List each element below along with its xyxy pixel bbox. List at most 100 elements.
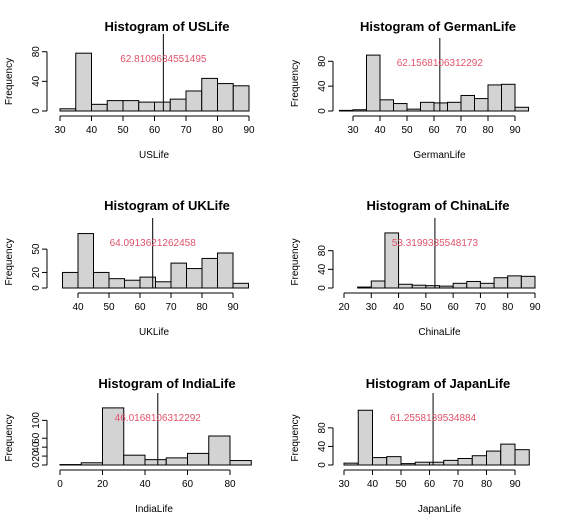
histogram-bar bbox=[80, 462, 103, 466]
mean-value-label: 62.1568106312292 bbox=[397, 58, 484, 69]
histogram-bar bbox=[155, 281, 172, 289]
histogram-bar bbox=[429, 461, 445, 466]
x-tick-label: 80 bbox=[196, 302, 208, 313]
histogram-bar bbox=[452, 282, 468, 289]
histogram-bar bbox=[217, 252, 234, 289]
histogram-bar bbox=[507, 275, 522, 289]
mean-value-label: 64.0913621262458 bbox=[110, 238, 197, 249]
histogram-bar bbox=[165, 457, 188, 466]
histogram-bar bbox=[471, 455, 487, 466]
x-tick-label: 70 bbox=[165, 302, 177, 313]
x-tick-label: 40 bbox=[367, 479, 379, 490]
histogram-bar bbox=[102, 407, 125, 466]
mean-value-label: 61.2558139534884 bbox=[390, 413, 477, 424]
histogram-bar bbox=[384, 232, 400, 289]
histogram-bar bbox=[500, 443, 516, 466]
histogram-bar bbox=[187, 452, 210, 466]
y-axis-label: Frequency bbox=[4, 238, 15, 285]
histogram-bar bbox=[232, 85, 250, 112]
mean-value-label: 46.0168106312292 bbox=[115, 413, 202, 424]
histogram-bar bbox=[487, 84, 502, 112]
y-tick-label: 80 bbox=[31, 46, 42, 58]
histogram-bar bbox=[93, 271, 110, 289]
y-axis-label: Frequency bbox=[4, 58, 15, 105]
y-axis-label: Frequency bbox=[290, 238, 301, 285]
y-axis-label: Frequency bbox=[4, 414, 15, 461]
histogram-bar bbox=[514, 449, 530, 466]
histogram-bar bbox=[185, 90, 203, 112]
x-axis-label: USLife bbox=[139, 150, 169, 161]
histogram-bar bbox=[370, 280, 386, 289]
histogram-bar bbox=[514, 106, 529, 112]
histogram-bar bbox=[443, 459, 459, 466]
x-axis-label: IndiaLife bbox=[135, 504, 173, 515]
y-tick-label: 0 bbox=[31, 462, 42, 468]
y-tick-label: 0 bbox=[317, 285, 328, 291]
x-axis-label: JapanLife bbox=[418, 504, 462, 515]
x-tick-label: 90 bbox=[509, 479, 521, 490]
histogram-bar bbox=[372, 457, 388, 466]
x-tick-label: 30 bbox=[347, 125, 359, 136]
x-tick-label: 60 bbox=[134, 302, 146, 313]
y-tick-label: 80 bbox=[317, 245, 328, 257]
histogram-bar bbox=[91, 103, 108, 112]
y-tick-label: 80 bbox=[317, 55, 328, 67]
y-tick-label: 50 bbox=[31, 243, 42, 255]
x-tick-label: 70 bbox=[475, 302, 487, 313]
histogram-bar bbox=[357, 286, 372, 289]
x-tick-label: 80 bbox=[212, 125, 224, 136]
chart-title: Histogram of GermanLife bbox=[360, 19, 516, 34]
histogram-bar bbox=[460, 94, 475, 112]
x-axis-label: UKLife bbox=[139, 327, 169, 338]
histogram-bar bbox=[466, 280, 481, 289]
x-tick-label: 30 bbox=[338, 479, 350, 490]
x-tick-label: 50 bbox=[103, 302, 115, 313]
histogram-bar bbox=[77, 233, 94, 289]
chart-title: Histogram of ChinaLife bbox=[366, 198, 509, 213]
x-tick-label: 70 bbox=[180, 125, 192, 136]
x-tick-label: 50 bbox=[117, 125, 129, 136]
histogram-bar bbox=[208, 435, 231, 466]
x-tick-label: 70 bbox=[452, 479, 464, 490]
chart-title: Histogram of USLife bbox=[105, 19, 230, 34]
histogram-bar bbox=[474, 98, 489, 112]
x-tick-label: 20 bbox=[338, 302, 350, 313]
x-tick-label: 50 bbox=[401, 125, 413, 136]
histogram-bar bbox=[433, 102, 448, 112]
x-tick-label: 0 bbox=[57, 479, 63, 490]
histogram-bar bbox=[124, 279, 141, 289]
y-tick-label: 20 bbox=[31, 266, 42, 278]
chart-title: Histogram of JapanLife bbox=[366, 376, 510, 391]
histogram-panel-uslife: Histogram of USLife 30 40 50 60 70 80 90 USLife 0… bbox=[4, 19, 255, 161]
histogram-bar bbox=[366, 54, 381, 112]
y-tick-label: 40 bbox=[31, 441, 42, 453]
histogram-bar bbox=[493, 277, 509, 289]
histogram-bar bbox=[229, 460, 252, 466]
histogram-bar bbox=[479, 282, 495, 289]
y-tick-label: 60 bbox=[31, 432, 42, 444]
x-tick-label: 50 bbox=[420, 302, 432, 313]
y-tick-label: 100 bbox=[31, 412, 42, 429]
x-tick-label: 60 bbox=[424, 479, 436, 490]
x-tick-label: 20 bbox=[97, 479, 109, 490]
histogram-bar bbox=[343, 462, 359, 466]
histogram-panel-uklife: Histogram of UKLife 40 50 60 70 80 90 UKLife 0 20… bbox=[4, 198, 249, 338]
histogram-panel-germanlife: Histogram of GermanLife 30 40 50 60 70 80 90 Ger… bbox=[290, 19, 529, 161]
y-tick-label: 0 bbox=[31, 108, 42, 114]
y-tick-label: 0 bbox=[31, 285, 42, 291]
x-tick-label: 60 bbox=[149, 125, 161, 136]
x-tick-label: 60 bbox=[428, 125, 440, 136]
histogram-bar bbox=[232, 282, 249, 289]
x-tick-label: 40 bbox=[393, 302, 405, 313]
chart-title: Histogram of UKLife bbox=[104, 198, 230, 213]
histogram-bar bbox=[169, 98, 187, 112]
histogram-bar bbox=[108, 278, 125, 289]
histogram-bar bbox=[352, 109, 367, 112]
histogram-bar bbox=[420, 101, 435, 112]
histogram-bar bbox=[144, 459, 167, 466]
histogram-bar bbox=[170, 262, 187, 289]
x-tick-label: 80 bbox=[482, 125, 494, 136]
x-axis-label: GermanLife bbox=[413, 150, 466, 161]
histogram-bar bbox=[486, 450, 502, 466]
y-axis-label: Frequency bbox=[290, 60, 301, 107]
